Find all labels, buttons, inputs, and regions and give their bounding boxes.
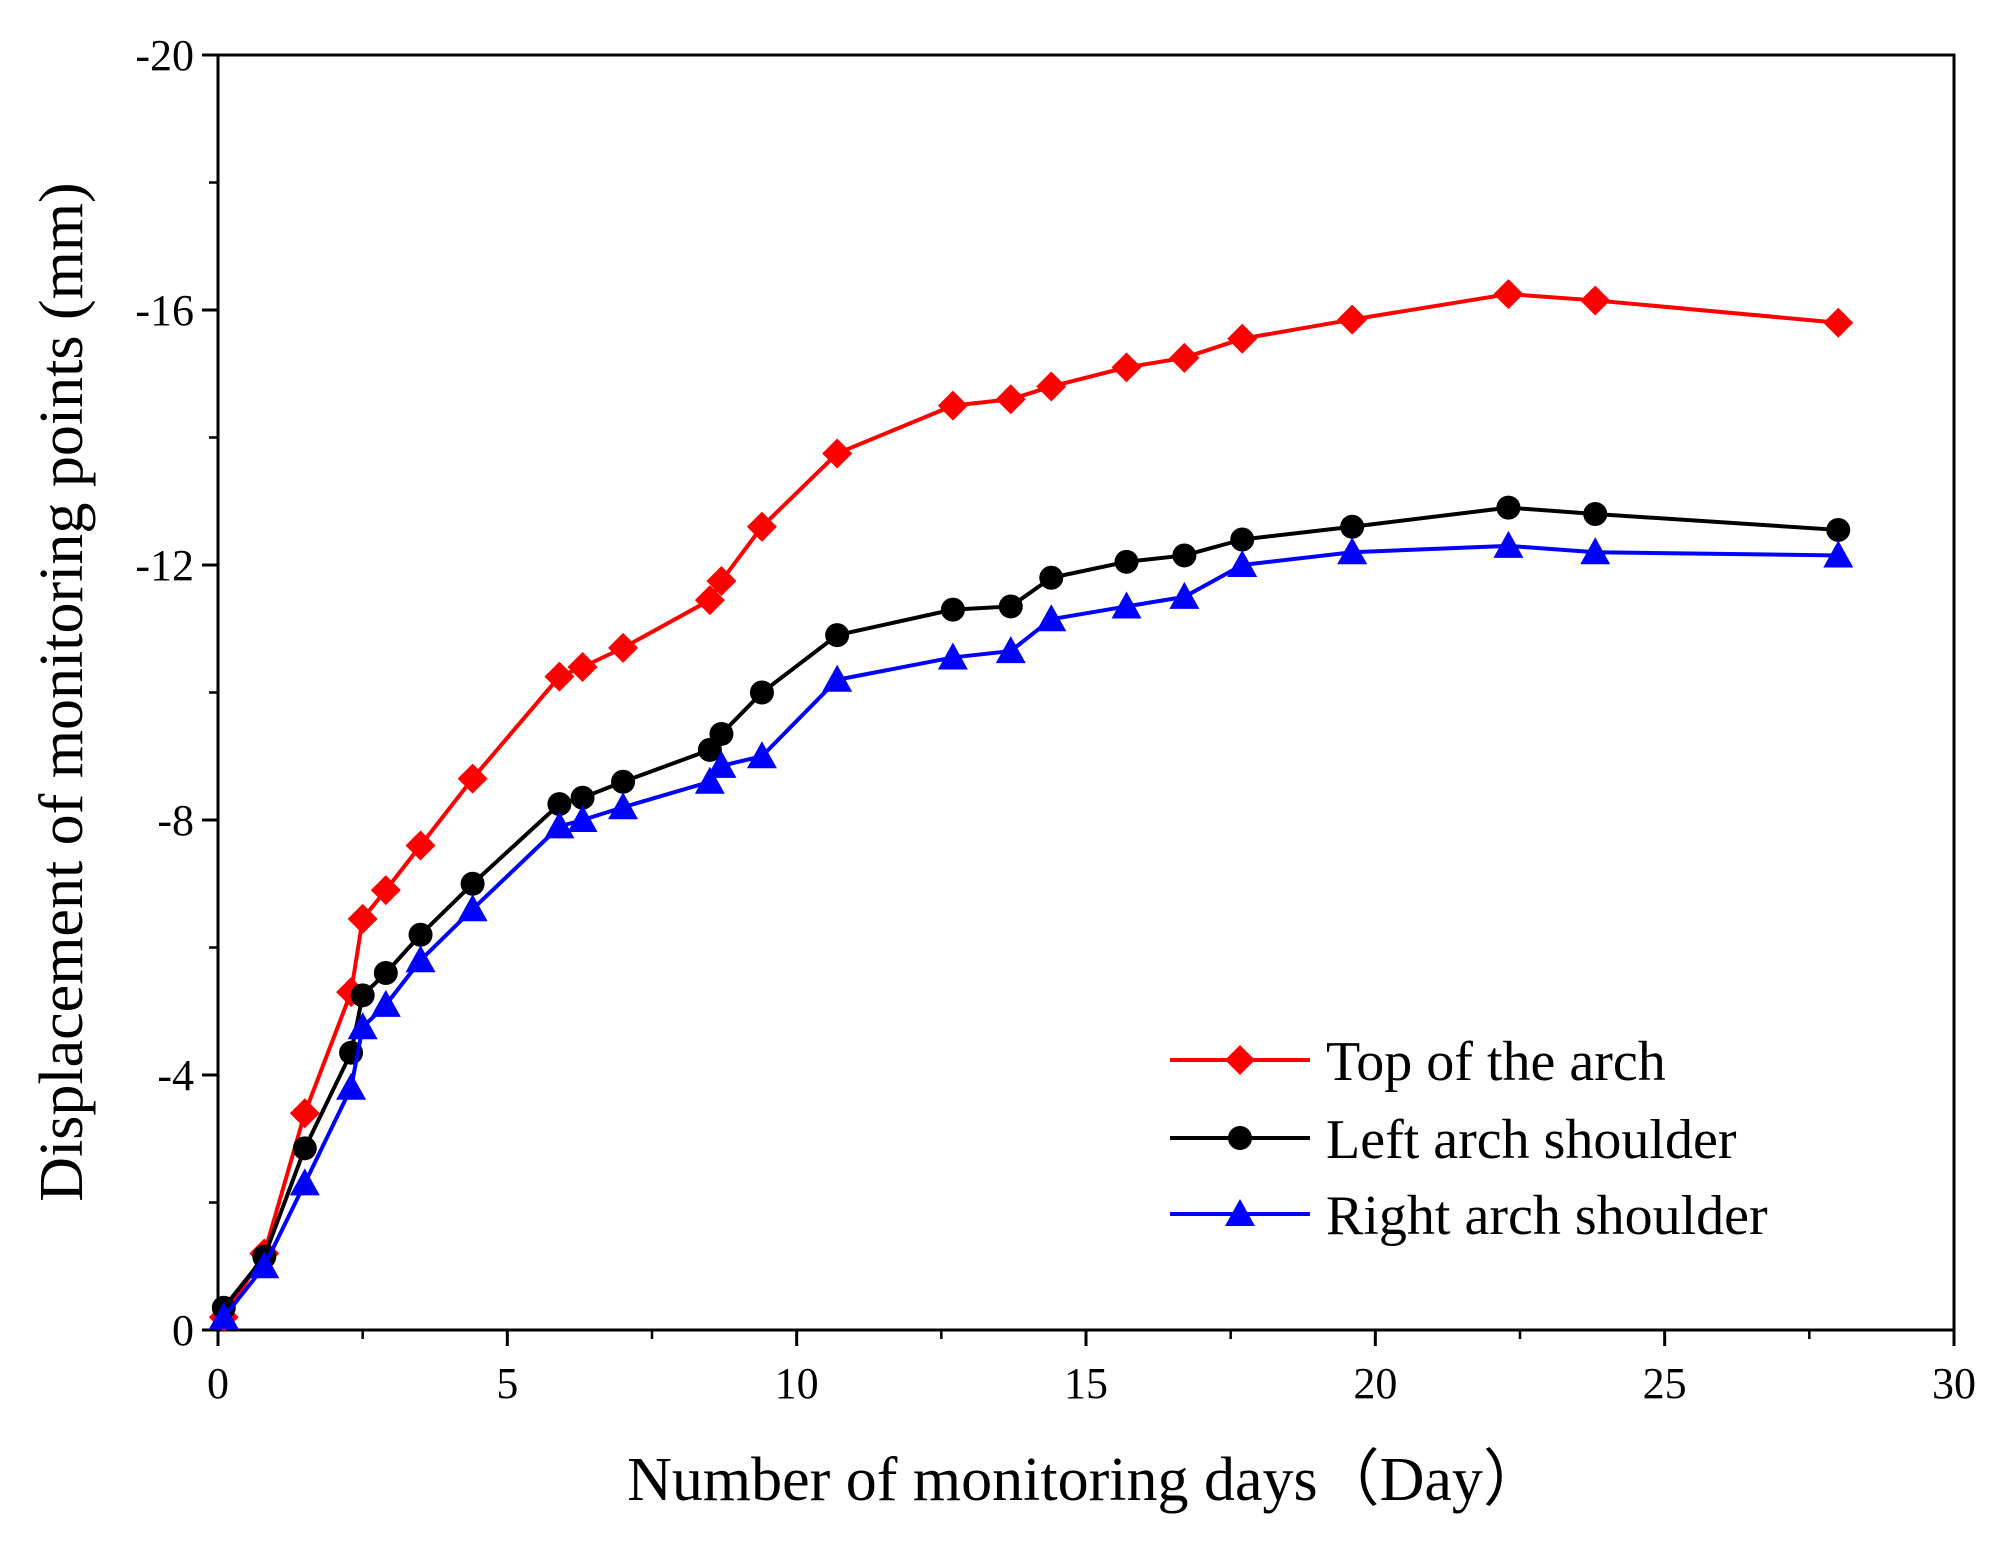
data-point (822, 438, 853, 469)
data-point (1039, 565, 1064, 590)
data-point (1580, 537, 1611, 565)
data-point (1340, 514, 1365, 539)
data-point (611, 769, 636, 794)
data-point (405, 945, 436, 973)
data-point (457, 894, 488, 922)
data-point (749, 680, 774, 705)
x-tick-label: 20 (1353, 1359, 1397, 1408)
data-point (347, 1012, 378, 1040)
data-point (1036, 371, 1067, 402)
data-point (544, 811, 575, 839)
data-point (1036, 604, 1067, 632)
x-tick-label: 5 (496, 1359, 518, 1408)
series-layer (208, 279, 1854, 1333)
y-tick-label: 0 (172, 1306, 194, 1355)
data-point (1823, 307, 1854, 338)
data-point (373, 961, 398, 985)
data-point (1230, 527, 1255, 552)
data-point (706, 565, 737, 596)
x-axis-label: Number of monitoring days（Day） (627, 1446, 1545, 1514)
data-point (1493, 530, 1524, 558)
y-axis-label: Displacement of monitoring points (mm) (28, 182, 96, 1201)
y-tick-label: -16 (135, 286, 194, 335)
data-point (1580, 285, 1611, 316)
data-point (1823, 540, 1854, 568)
data-point (937, 642, 968, 670)
data-point (608, 632, 639, 663)
data-point (1337, 304, 1368, 335)
data-point (208, 1302, 239, 1330)
x-tick-label: 10 (775, 1359, 819, 1408)
data-point (995, 636, 1026, 664)
data-point (1337, 537, 1368, 565)
data-point (289, 1168, 320, 1196)
data-point (1172, 543, 1197, 568)
data-point (746, 511, 777, 542)
data-point (694, 766, 725, 794)
data-point (995, 384, 1026, 415)
data-point (289, 1098, 320, 1129)
data-point (570, 785, 595, 810)
legend-label: Left arch shoulder (1326, 1109, 1737, 1171)
y-tick-label: -8 (157, 796, 194, 845)
data-point (998, 594, 1023, 619)
data-point (694, 585, 725, 616)
data-point (822, 664, 853, 692)
data-point (547, 792, 572, 817)
tick-labels: 0 5 10 15 20 25 30 0 -4 -8 -12 -16 -20 (135, 31, 1976, 1408)
data-point (1111, 591, 1142, 619)
data-point (940, 597, 965, 622)
legend-item: Right arch shoulder (1170, 1185, 1768, 1247)
data-point (1496, 495, 1521, 520)
series-0 (208, 279, 1854, 1333)
x-tick-label: 25 (1643, 1359, 1687, 1408)
legend-label: Right arch shoulder (1326, 1185, 1768, 1247)
data-point (1169, 342, 1200, 373)
data-point (1227, 323, 1258, 354)
legend-marker (1225, 1199, 1255, 1226)
data-point (937, 390, 968, 421)
data-point (567, 805, 598, 832)
data-point (746, 741, 777, 769)
data-point (405, 830, 436, 861)
x-tick-label: 15 (1064, 1359, 1108, 1408)
data-point (370, 989, 401, 1017)
data-point (544, 661, 575, 692)
legend-marker (1228, 1126, 1252, 1150)
y-tick-label: -4 (157, 1051, 194, 1100)
data-point (567, 652, 598, 682)
data-point (825, 623, 850, 648)
y-tick-label: -20 (135, 31, 194, 80)
axis-ticks (202, 53, 1956, 1346)
data-point (1114, 549, 1139, 574)
data-point (249, 1251, 280, 1279)
data-point (1227, 550, 1258, 577)
legend-label: Top of the arch (1326, 1031, 1666, 1093)
data-point (347, 903, 378, 934)
data-point (1583, 502, 1608, 526)
legend-marker (1225, 1045, 1255, 1075)
data-point (408, 922, 433, 947)
series-2 (208, 530, 1854, 1330)
legend: Top of the arch Left arch shoulder Right a… (1170, 1031, 1768, 1247)
data-point (706, 750, 737, 778)
data-point (336, 1072, 367, 1100)
data-point (460, 871, 485, 896)
y-tick-label: -12 (135, 541, 194, 590)
x-tick-label: 0 (207, 1359, 229, 1408)
data-point (1169, 581, 1200, 609)
legend-item: Left arch shoulder (1170, 1109, 1737, 1171)
data-point (608, 792, 639, 820)
data-point (292, 1136, 317, 1161)
data-point (1826, 517, 1851, 542)
data-point (370, 875, 401, 906)
data-point (1493, 279, 1524, 310)
data-point (350, 983, 375, 1008)
x-tick-label: 30 (1932, 1359, 1976, 1408)
data-point (1111, 352, 1142, 383)
data-point (709, 721, 734, 746)
legend-item: Top of the arch (1170, 1031, 1666, 1093)
data-point (457, 763, 488, 794)
